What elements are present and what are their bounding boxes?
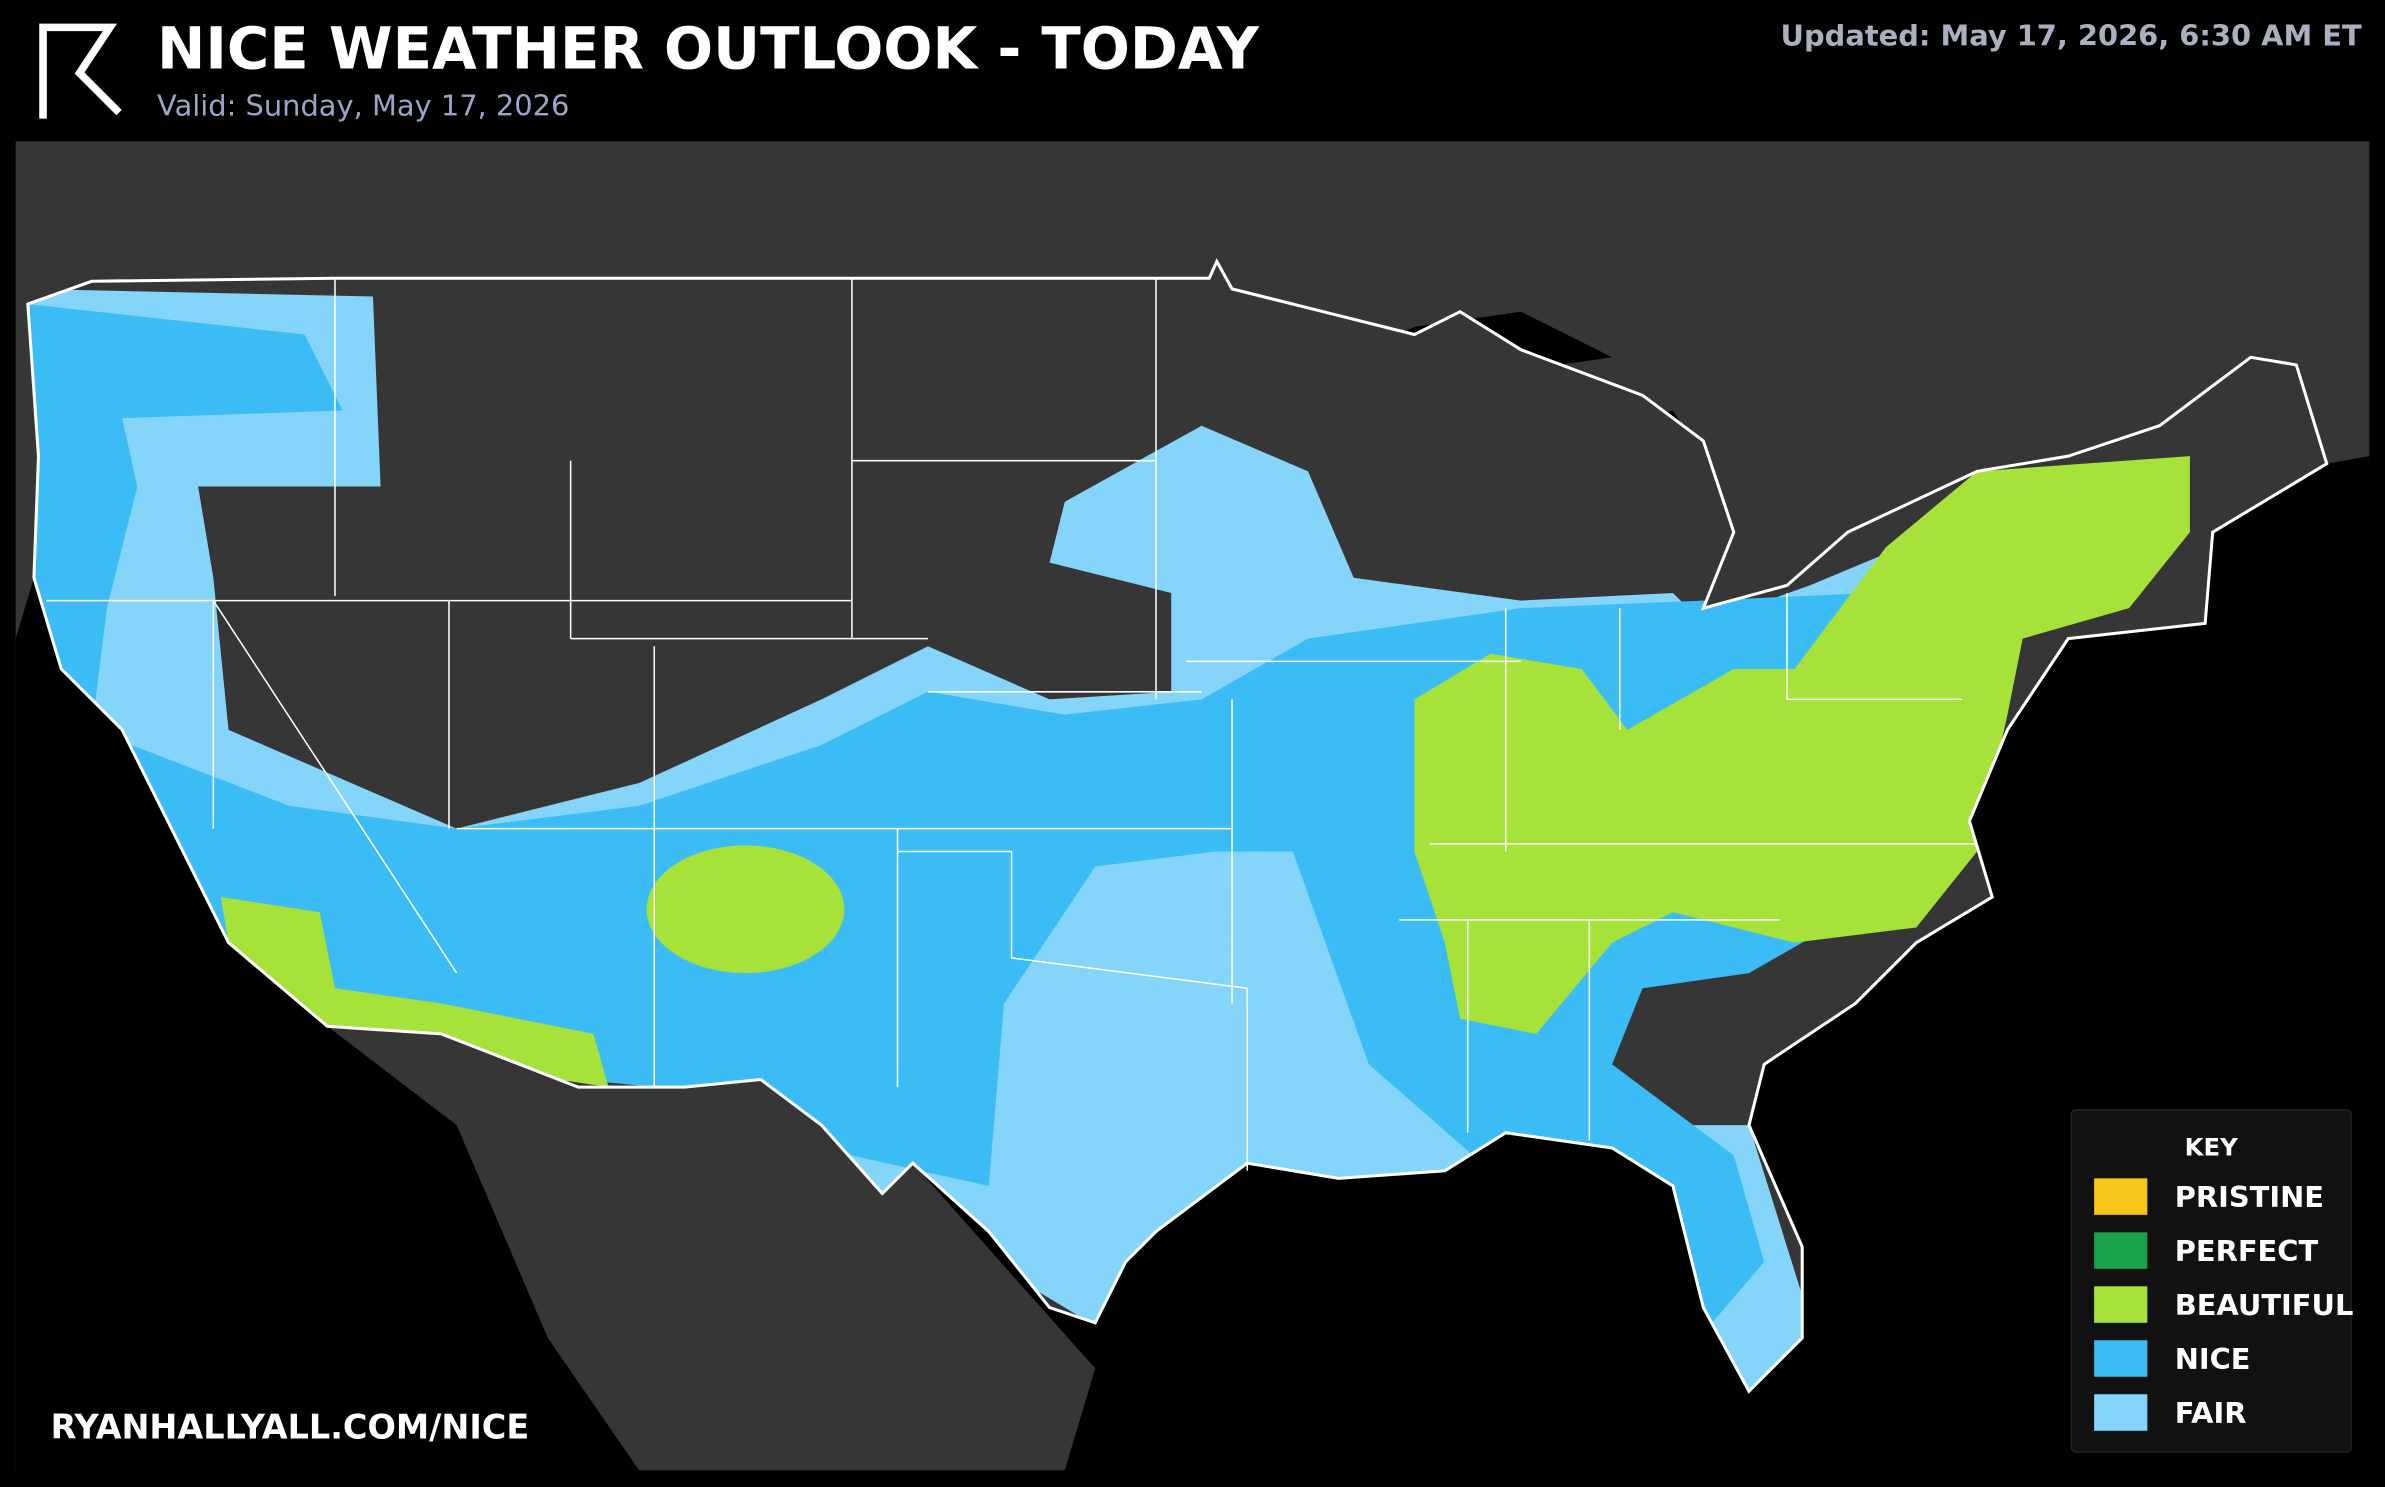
beautiful-area [646,845,845,974]
legend-swatch [2094,1232,2148,1269]
legend-swatch [2094,1394,2148,1431]
updated-time: Updated: May 17, 2026, 6:30 AM ET [1781,19,2362,53]
legend-swatch [2094,1286,2148,1323]
nice-area [27,304,1886,1369]
legend-swatch [2094,1340,2148,1377]
valid-date: Valid: Sunday, May 17, 2026 [157,89,569,123]
outlook-areas [27,261,2327,1392]
state-lines [46,278,1978,1171]
legend-title: KEY [2185,1133,2238,1162]
fair-area [1095,851,1233,974]
footer-url: RYANHALLYALL.COM/NICE [51,1407,530,1446]
title: NICE WEATHER OUTLOOK - TODAY [157,14,1260,82]
legend-swatch [2094,1178,2148,1215]
legend-label: FAIR [2175,1396,2247,1430]
legend-label: PRISTINE [2175,1180,2324,1214]
legend-label: BEAUTIFUL [2175,1288,2354,1322]
logo [39,23,122,119]
legend: KEY PRISTINE PERFECT BEAUTIFUL NICE FAIR [2070,1109,2354,1453]
beautiful-area [1414,456,2190,1034]
legend-label: NICE [2175,1342,2251,1376]
beautiful-area [220,897,609,1088]
legend-label: PERFECT [2175,1234,2319,1268]
